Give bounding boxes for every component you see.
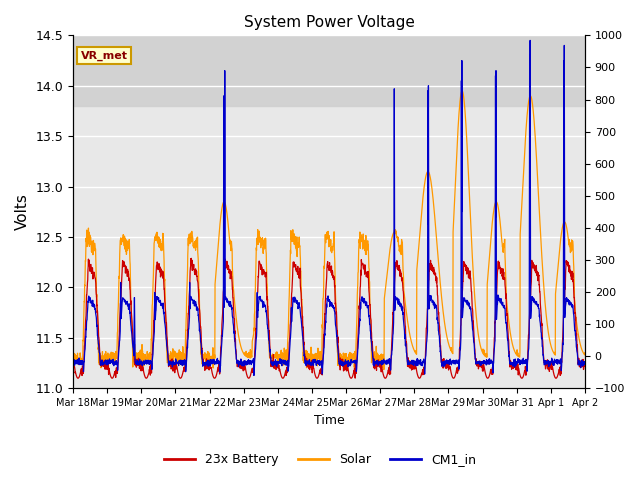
Solar: [212, 273, 220, 278]
X-axis label: Time: Time: [314, 414, 344, 427]
CM1_in: [355, 332, 362, 337]
23x Battery: [344, 365, 351, 371]
Text: VR_met: VR_met: [81, 50, 128, 60]
Solar: [536, 223, 544, 228]
CM1_in: [550, 358, 558, 364]
Solar: [380, 367, 388, 372]
23x Battery: [550, 373, 558, 379]
Line: Solar: Solar: [73, 91, 585, 370]
Solar: [550, 351, 558, 357]
23x Battery: [581, 364, 589, 370]
Solar: [458, 88, 466, 94]
23x Battery: [536, 291, 544, 297]
CM1_in: [344, 359, 351, 364]
CM1_in: [536, 319, 544, 324]
Line: 23x Battery: 23x Battery: [73, 258, 585, 378]
CM1_in: [477, 362, 485, 368]
Solar: [478, 348, 486, 353]
CM1_in: [581, 359, 589, 365]
CM1_in: [526, 37, 534, 43]
Y-axis label: Volts: Volts: [15, 193, 30, 230]
Line: CM1_in: CM1_in: [73, 40, 585, 375]
Solar: [69, 356, 77, 361]
23x Battery: [74, 375, 82, 381]
Solar: [355, 256, 362, 262]
CM1_in: [69, 363, 77, 369]
Legend: 23x Battery, Solar, CM1_in: 23x Battery, Solar, CM1_in: [159, 448, 481, 471]
CM1_in: [250, 372, 258, 378]
23x Battery: [212, 373, 220, 379]
Bar: [73, 36, 585, 106]
23x Battery: [69, 364, 77, 370]
Title: System Power Voltage: System Power Voltage: [244, 15, 415, 30]
23x Battery: [478, 364, 486, 370]
23x Battery: [355, 309, 363, 315]
Solar: [581, 350, 589, 356]
CM1_in: [212, 359, 220, 365]
Solar: [344, 358, 351, 364]
23x Battery: [188, 255, 195, 261]
